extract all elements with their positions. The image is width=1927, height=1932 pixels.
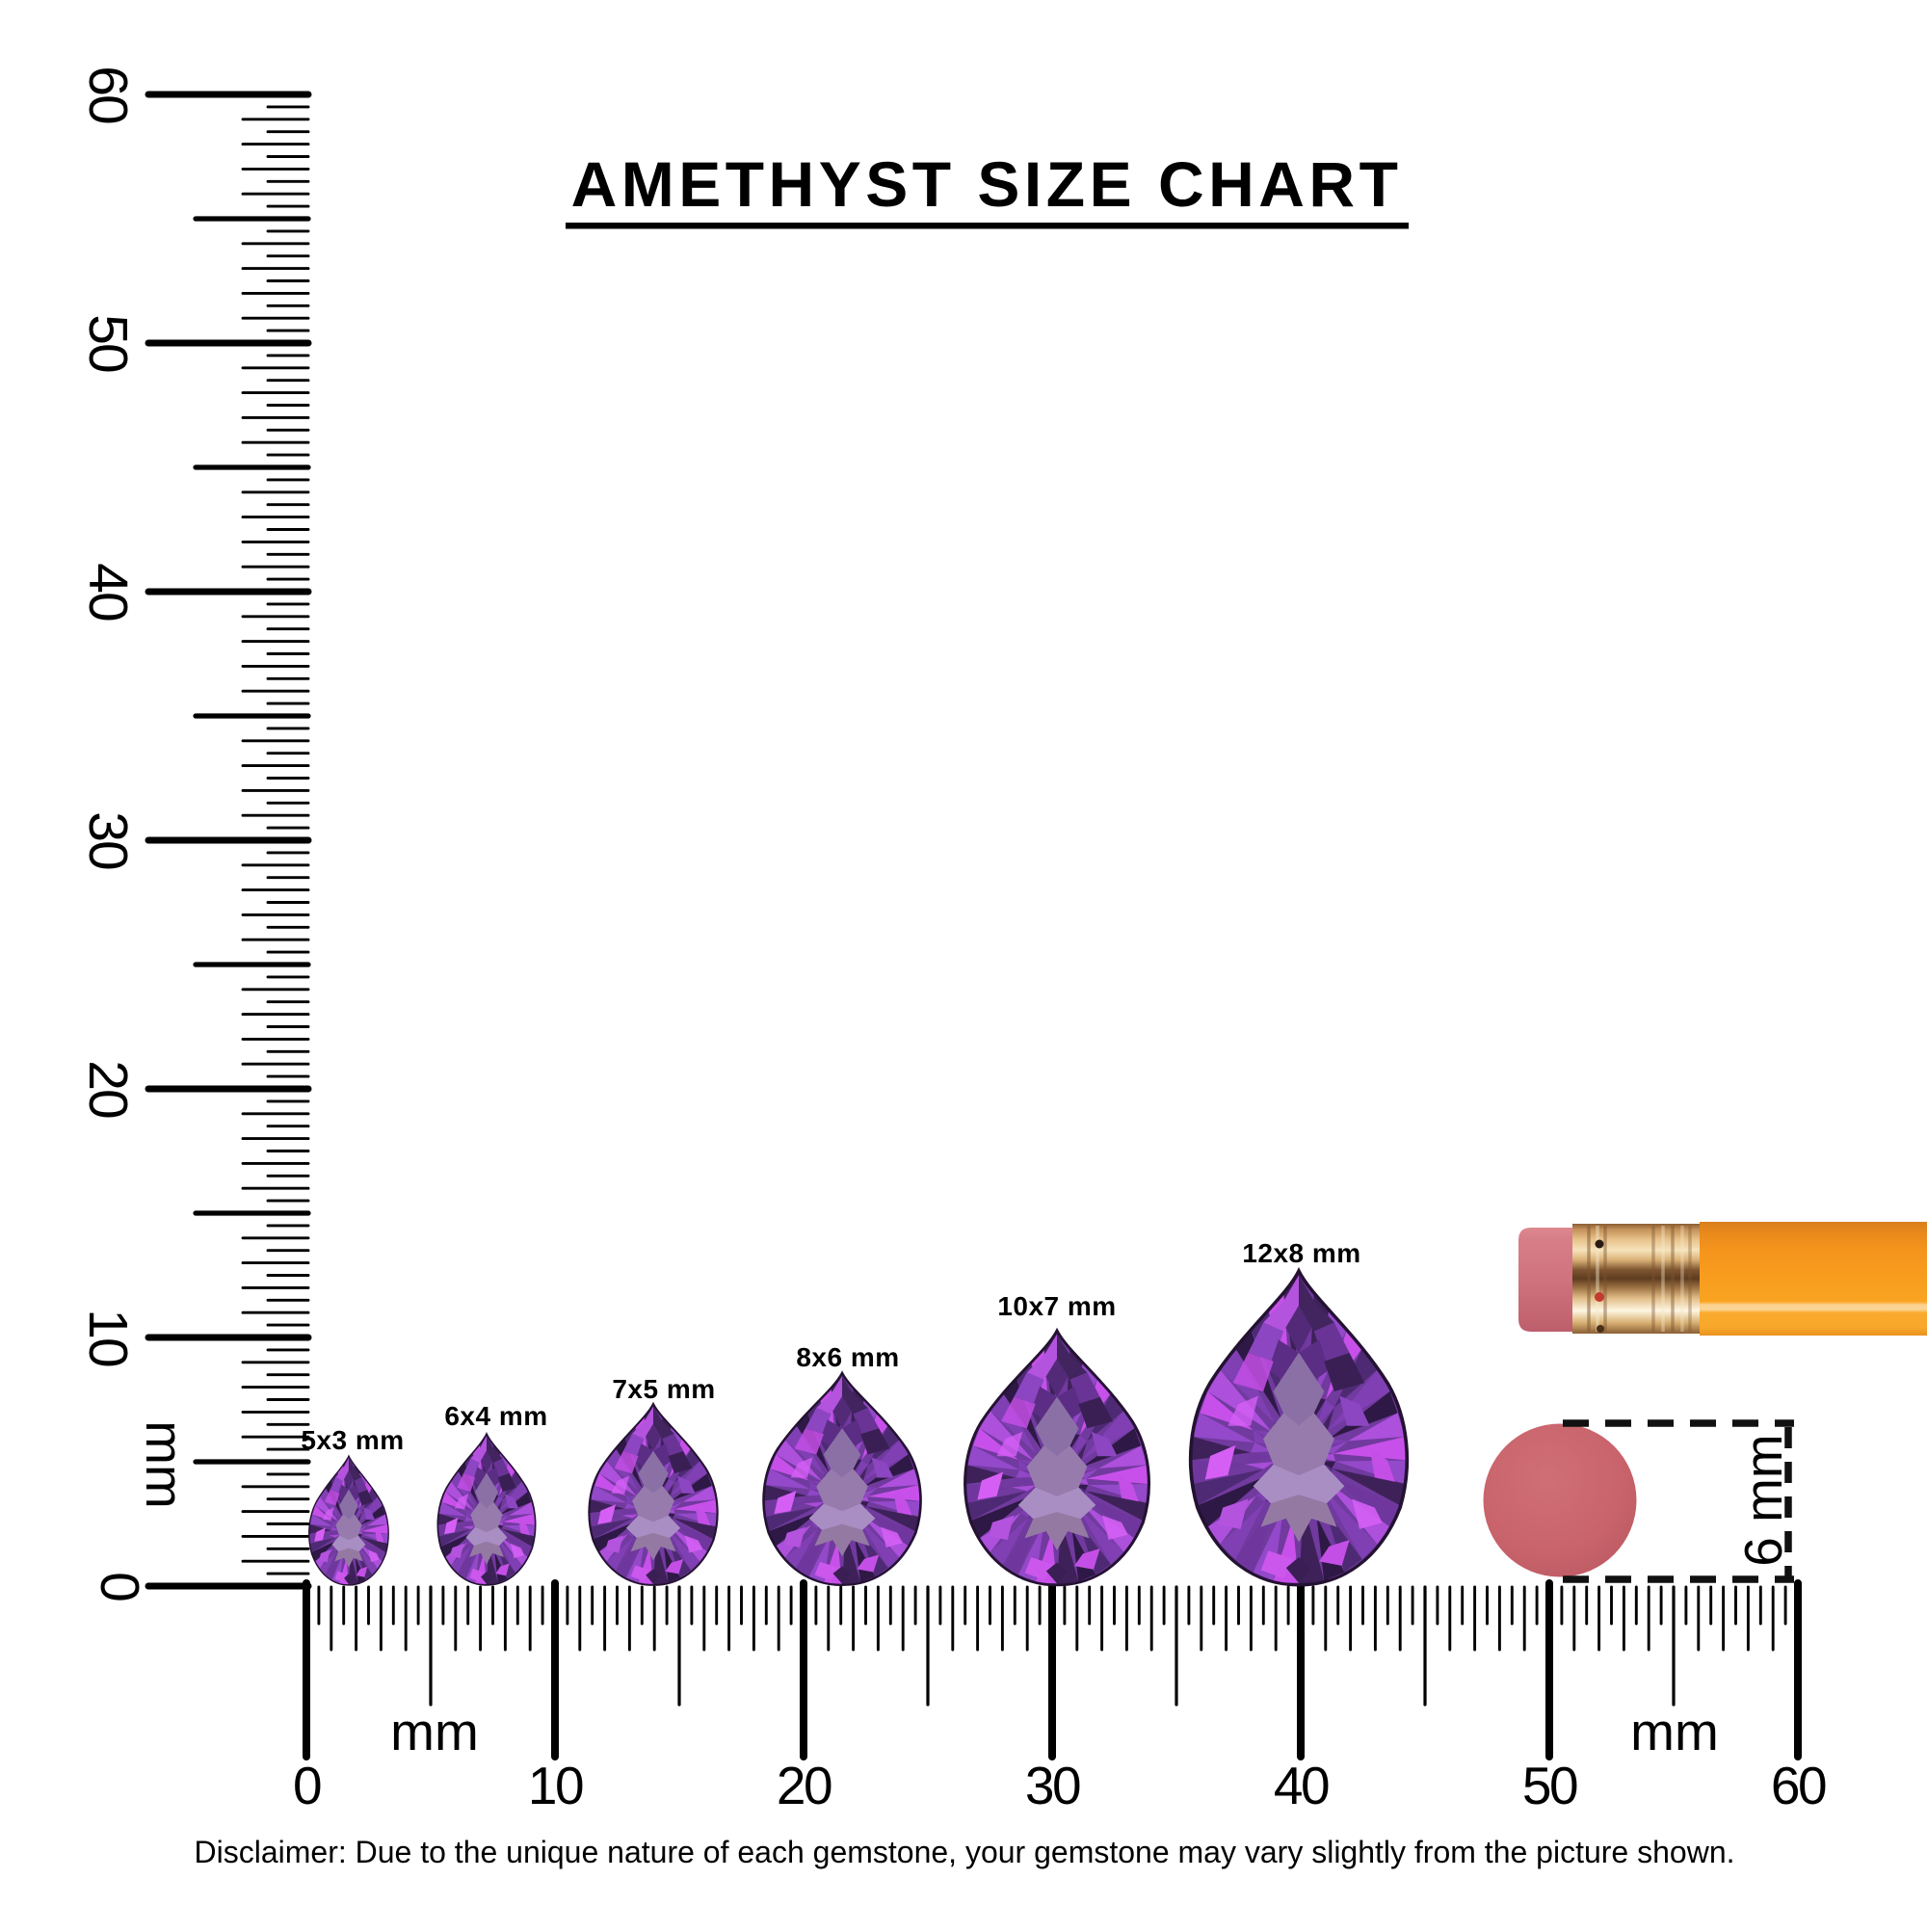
svg-text:40: 40	[77, 563, 139, 621]
svg-text:AMETHYST SIZE CHART: AMETHYST SIZE CHART	[571, 148, 1403, 220]
svg-text:5x3 mm: 5x3 mm	[301, 1425, 404, 1455]
svg-text:mm: mm	[135, 1420, 195, 1509]
svg-text:mm: mm	[1630, 1702, 1719, 1761]
svg-text:7x5 mm: 7x5 mm	[612, 1374, 715, 1404]
svg-text:20: 20	[77, 1060, 139, 1118]
svg-text:10: 10	[77, 1309, 139, 1366]
svg-text:0: 0	[89, 1572, 150, 1601]
svg-text:0: 0	[293, 1756, 321, 1815]
svg-text:12x8 mm: 12x8 mm	[1242, 1238, 1360, 1268]
svg-text:8x6 mm: 8x6 mm	[796, 1342, 899, 1372]
svg-text:50: 50	[77, 314, 139, 372]
svg-text:6 mm: 6 mm	[1733, 1434, 1793, 1567]
svg-text:30: 30	[77, 811, 139, 869]
svg-text:10: 10	[528, 1756, 583, 1815]
svg-text:10x7 mm: 10x7 mm	[997, 1291, 1116, 1321]
svg-text:20: 20	[777, 1756, 832, 1815]
svg-text:40: 40	[1274, 1756, 1329, 1815]
svg-text:30: 30	[1025, 1756, 1080, 1815]
svg-text:6x4 mm: 6x4 mm	[444, 1401, 547, 1431]
svg-text:60: 60	[1771, 1756, 1826, 1815]
svg-text:Disclaimer: Due to the unique: Disclaimer: Due to the unique nature of …	[195, 1835, 1735, 1869]
svg-text:50: 50	[1522, 1756, 1577, 1815]
svg-text:mm: mm	[390, 1702, 479, 1761]
svg-text:60: 60	[77, 66, 139, 123]
